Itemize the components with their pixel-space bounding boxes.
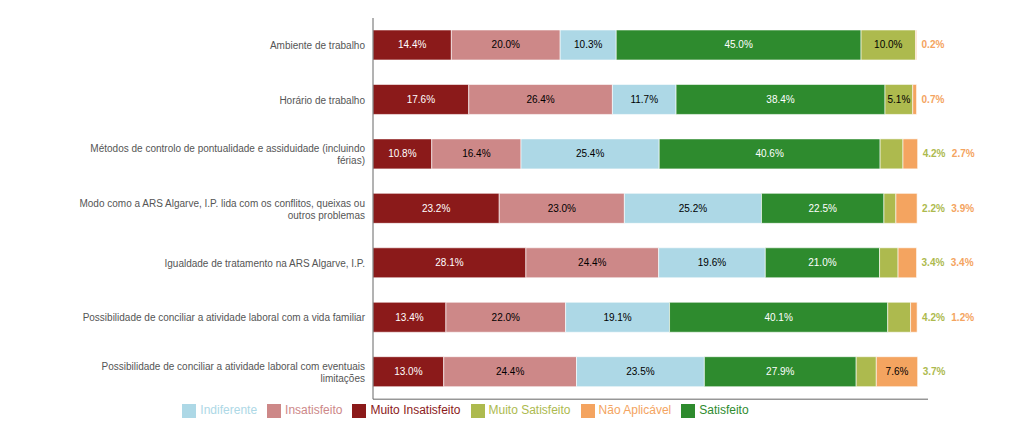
svg-text:22.0%: 22.0% <box>492 312 520 323</box>
svg-text:Modo como a ARS Algarve, I.P.: Modo como a ARS Algarve, I.P. lida com o… <box>79 197 365 220</box>
html-text:Satisfeito: Satisfeito <box>699 403 749 418</box>
svg-text:25.4%: 25.4% <box>576 148 604 159</box>
svg-text:16.4%: 16.4% <box>462 148 490 159</box>
svg-text:24.4%: 24.4% <box>496 366 524 377</box>
svg-text:27.9%: 27.9% <box>766 366 794 377</box>
svg-text:3.7%: 3.7% <box>923 366 946 377</box>
html-text:Indiferente: Indiferente <box>200 403 258 418</box>
svg-text:0.2%: 0.2% <box>922 39 945 50</box>
svg-text:14.4%: 14.4% <box>398 39 426 50</box>
svg-text:38.4%: 38.4% <box>766 94 794 105</box>
svg-text:25.2%: 25.2% <box>679 203 707 214</box>
html-text:Muito Insatisfeito: Muito Insatisfeito <box>370 403 461 418</box>
svg-text:10.8%: 10.8% <box>388 148 416 159</box>
svg-text:Ambiente de trabalho: Ambiente de trabalho <box>270 40 366 51</box>
svg-text:20.0%: 20.0% <box>492 39 520 50</box>
svg-text:40.1%: 40.1% <box>764 312 792 323</box>
html-text:Muito Satisfeito: Muito Satisfeito <box>488 403 571 418</box>
svg-text:10.0%: 10.0% <box>874 39 902 50</box>
svg-text:13.0%: 13.0% <box>394 366 422 377</box>
svg-text:40.6%: 40.6% <box>755 148 783 159</box>
svg-text:4.2%: 4.2% <box>922 312 945 323</box>
svg-text:Métodos de controlo de pontual: Métodos de controlo de pontualidade e as… <box>90 143 365 166</box>
svg-text:10.3%: 10.3% <box>574 39 602 50</box>
svg-text:19.6%: 19.6% <box>698 257 726 268</box>
svg-text:26.4%: 26.4% <box>526 94 554 105</box>
svg-text:19.1%: 19.1% <box>603 312 631 323</box>
svg-text:45.0%: 45.0% <box>724 39 752 50</box>
svg-text:22.5%: 22.5% <box>809 203 837 214</box>
svg-text:11.7%: 11.7% <box>630 94 658 105</box>
svg-text:17.6%: 17.6% <box>407 94 435 105</box>
html-text:Insatisfeito: Insatisfeito <box>285 403 343 418</box>
svg-text:23.0%: 23.0% <box>548 203 576 214</box>
svg-text:3.4%: 3.4% <box>922 257 945 268</box>
svg-text:23.5%: 23.5% <box>626 366 654 377</box>
svg-text:3.9%: 3.9% <box>951 203 974 214</box>
svg-text:24.4%: 24.4% <box>578 257 606 268</box>
svg-text:28.1%: 28.1% <box>435 257 463 268</box>
svg-text:Igualdade de tratamento na ARS: Igualdade de tratamento na ARS Algarve, … <box>164 258 365 269</box>
svg-text:Possibilidade de conciliar a a: Possibilidade de conciliar a atividade l… <box>83 312 366 323</box>
svg-text:21.0%: 21.0% <box>808 257 836 268</box>
svg-text:23.2%: 23.2% <box>422 203 450 214</box>
html-text:Não Aplicável: Não Aplicável <box>598 403 672 418</box>
svg-text:Possibilidade de conciliar a a: Possibilidade de conciliar a atividade l… <box>102 360 366 383</box>
svg-text:2.2%: 2.2% <box>922 203 945 214</box>
svg-text:Horário de trabalho: Horário de trabalho <box>279 94 365 105</box>
svg-text:7.6%: 7.6% <box>886 366 909 377</box>
svg-text:4.2%: 4.2% <box>923 148 946 159</box>
svg-text:3.4%: 3.4% <box>951 257 974 268</box>
svg-text:13.4%: 13.4% <box>395 312 423 323</box>
svg-text:0.7%: 0.7% <box>922 94 945 105</box>
svg-text:2.7%: 2.7% <box>952 148 975 159</box>
svg-text:5.1%: 5.1% <box>887 94 910 105</box>
svg-text:1.2%: 1.2% <box>951 312 974 323</box>
